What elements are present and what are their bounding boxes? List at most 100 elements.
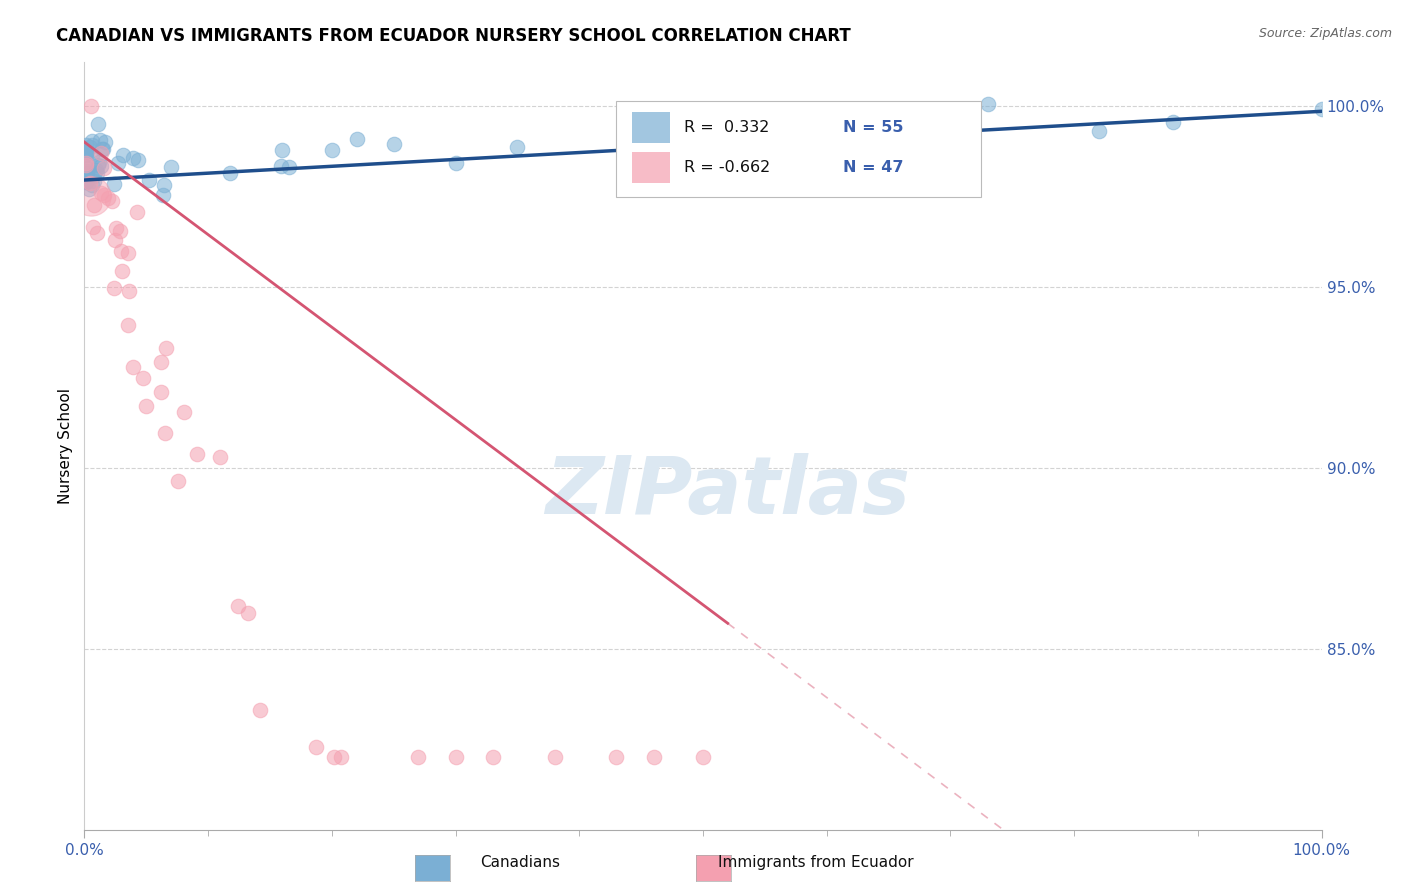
Point [110,244,132,258]
Point [76,162,98,177]
Point [76,165,98,179]
Point [138,173,160,187]
Point [112,147,135,161]
Point [382,136,405,151]
Point [79,176,101,190]
Point [75,176,97,190]
Point [103,177,125,191]
Point [506,140,529,154]
Point [444,750,467,764]
Point [87,158,110,172]
Point [79,189,101,203]
Bar [633,153,669,183]
Point [82,219,104,234]
Text: Immigrants from Ecuador: Immigrants from Ecuador [717,855,914,870]
Point [90,142,112,156]
Point [75,145,97,160]
Text: N = 47: N = 47 [842,160,903,175]
Point [270,160,292,174]
Point [330,750,353,764]
Point [75,158,97,172]
Point [80,134,103,148]
Point [1310,103,1333,117]
Point [305,739,328,754]
Point [1088,123,1111,137]
Text: R = -0.662: R = -0.662 [685,160,770,175]
Point [226,599,249,614]
Point [117,318,139,333]
FancyBboxPatch shape [616,101,981,197]
Point [101,194,124,209]
Point [152,188,174,202]
Point [118,284,141,298]
Point [186,447,208,461]
Text: Source: ZipAtlas.com: Source: ZipAtlas.com [1258,27,1392,40]
Point [94,135,117,149]
Point [209,450,232,464]
Point [75,147,97,161]
Point [692,750,714,764]
Point [90,159,112,173]
Text: CANADIAN VS IMMIGRANTS FROM ECUADOR NURSERY SCHOOL CORRELATION CHART: CANADIAN VS IMMIGRANTS FROM ECUADOR NURS… [56,27,851,45]
Point [270,143,292,157]
Point [481,750,503,764]
Point [150,384,173,399]
Point [93,161,115,176]
Point [90,146,112,161]
Point [75,175,97,189]
Point [976,96,998,111]
Point [160,160,183,174]
Point [86,165,108,179]
Point [75,148,97,162]
Y-axis label: Nursery School: Nursery School [58,388,73,504]
Point [83,174,105,188]
Point [91,143,114,157]
Point [173,404,195,418]
Point [643,750,665,764]
Point [93,187,115,202]
Point [80,178,103,193]
Point [104,233,127,247]
Point [852,125,875,139]
Bar [633,112,669,143]
Point [83,169,105,183]
Point [108,224,131,238]
Text: R =  0.332: R = 0.332 [685,120,770,136]
Point [692,143,714,157]
Point [90,186,112,200]
Point [153,178,176,192]
Point [167,474,190,488]
Point [127,205,149,219]
Point [79,140,101,154]
Point [236,606,259,620]
Point [122,151,145,165]
Point [75,145,97,159]
Point [76,161,98,176]
Point [117,245,139,260]
Point [80,137,103,152]
Point [127,153,149,168]
Point [323,750,346,764]
Point [84,162,107,177]
Point [76,163,98,178]
Point [103,281,125,295]
Point [83,198,105,212]
Point [346,132,368,146]
Point [135,399,157,413]
Point [104,220,127,235]
Text: Canadians: Canadians [481,855,560,870]
Point [444,156,467,170]
Point [80,99,103,113]
Point [605,750,627,764]
Point [97,191,120,205]
Point [249,703,271,717]
Point [132,371,155,385]
Point [75,155,97,169]
Point [754,161,776,175]
Point [89,133,111,147]
Point [75,174,97,188]
Point [155,341,177,355]
Point [150,355,173,369]
Point [75,138,97,153]
Point [107,155,129,169]
